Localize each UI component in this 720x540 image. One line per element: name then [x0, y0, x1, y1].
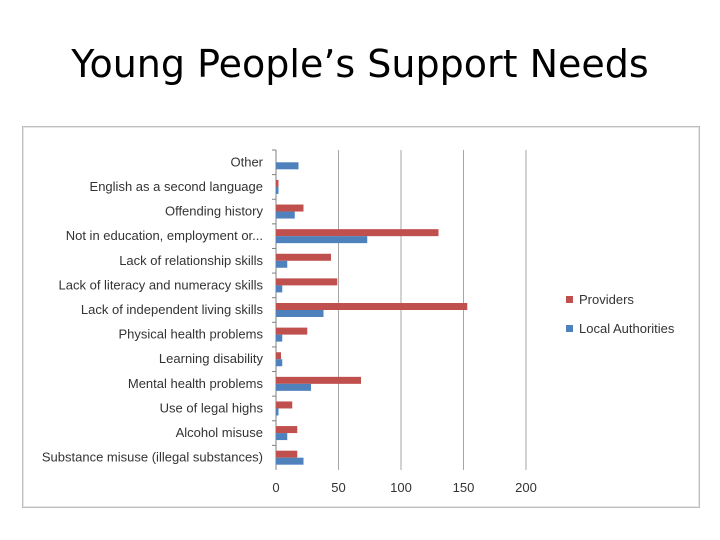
chart-frame: [22, 126, 700, 508]
bar-local-authorities: [276, 310, 324, 317]
bar-providers: [276, 401, 293, 409]
category-label: Physical health problems: [118, 327, 263, 342]
category-label: Substance misuse (illegal substances): [42, 450, 263, 465]
category-label: Not in education, employment or...: [66, 228, 263, 243]
category-label: Use of legal highs: [160, 400, 264, 415]
bar-providers: [276, 229, 439, 237]
bar-local-authorities: [276, 236, 368, 244]
bar-providers: [276, 450, 298, 458]
x-tick-label: 100: [390, 480, 412, 495]
category-label: Alcohol misuse: [176, 425, 263, 440]
legend-label: Providers: [579, 292, 634, 307]
bar-providers: [276, 426, 298, 434]
legend-swatch: [566, 296, 573, 303]
bar-providers: [276, 204, 304, 212]
bar-providers: [276, 278, 338, 286]
category-label: Learning disability: [159, 351, 264, 366]
bar-local-authorities: [276, 285, 283, 293]
bar-providers: [276, 376, 361, 384]
x-tick-label: 50: [331, 480, 345, 495]
bars: [276, 162, 468, 465]
category-label: Lack of literacy and numeracy skills: [59, 277, 264, 292]
category-label: Lack of independent living skills: [81, 302, 264, 317]
category-label: Other: [230, 154, 263, 169]
bar-local-authorities: [276, 408, 279, 416]
bar-local-authorities: [276, 162, 299, 170]
slide-title: Young People’s Support Needs: [71, 42, 649, 86]
category-label: Lack of relationship skills: [119, 253, 263, 268]
category-label: Offending history: [165, 204, 264, 219]
x-tick-label: 200: [515, 480, 537, 495]
legend-label: Local Authorities: [579, 321, 675, 336]
category-label: Mental health problems: [128, 376, 264, 391]
bar-local-authorities: [276, 383, 311, 391]
category-labels: Other English as a second language Offendi…: [42, 154, 264, 464]
bar-local-authorities: [276, 260, 288, 268]
legend-swatch: [566, 325, 573, 332]
bar-local-authorities: [276, 359, 283, 367]
x-tick-label: 0: [272, 480, 279, 495]
bar-providers: [276, 303, 468, 310]
bar-local-authorities: [276, 186, 279, 194]
bar-local-authorities: [276, 211, 295, 219]
bar-providers: [276, 352, 281, 360]
bar-providers: [276, 327, 308, 335]
bar-local-authorities: [276, 457, 304, 465]
category-label: English as a second language: [90, 179, 263, 194]
x-axis-ticks: 0 50 100 150 200: [272, 480, 536, 495]
bar-providers: [276, 253, 331, 261]
bar-providers: [276, 179, 279, 187]
bar-local-authorities: [276, 433, 288, 441]
x-tick-label: 150: [453, 480, 475, 495]
bar-local-authorities: [276, 334, 283, 342]
legend: Providers Local Authorities: [566, 292, 675, 336]
